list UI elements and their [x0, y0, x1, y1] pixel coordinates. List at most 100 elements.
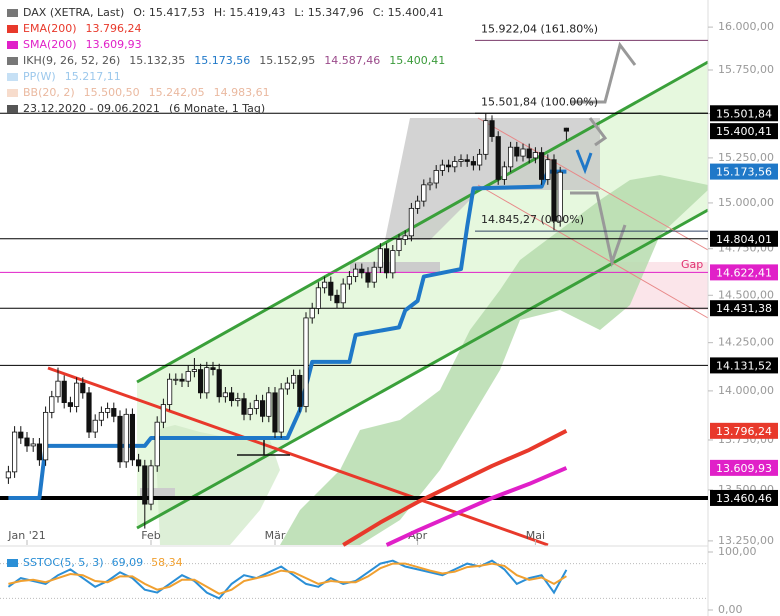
legend-text: (6 Monate, 1 Tag) — [169, 102, 265, 115]
candle-body — [346, 276, 353, 285]
gap-label: Gap — [681, 258, 703, 271]
y-tick-label: 14.000,00 — [718, 384, 774, 397]
candle-body — [142, 465, 148, 505]
candle-body — [18, 431, 24, 439]
legend-marker — [7, 89, 18, 97]
candle-body — [235, 398, 241, 402]
legend-text: 13.796,24 — [86, 22, 142, 35]
candle-body — [452, 161, 458, 168]
legend-text: 14.983,61 — [214, 86, 270, 99]
candle-body — [222, 392, 228, 398]
level-label-box — [710, 123, 778, 140]
candle-body — [458, 159, 464, 162]
y-tick-label: 15.000,00 — [718, 196, 774, 209]
candle-body — [148, 465, 154, 505]
candle-body — [526, 148, 532, 159]
candle-body — [247, 408, 253, 415]
ichimoku-cloud — [280, 175, 708, 545]
candle-body — [166, 378, 173, 405]
candle-body — [464, 159, 470, 162]
candle-body — [551, 159, 557, 222]
candle-body — [43, 411, 49, 461]
level-label-box — [710, 264, 778, 281]
indicator-line — [342, 429, 568, 547]
legend-text: 23.12.2020 - 09.06.2021 — [23, 102, 160, 115]
candle-body — [191, 369, 197, 372]
legend-text: L: 15.347,96 — [294, 6, 363, 19]
level-label-box — [710, 105, 778, 122]
candle-body — [545, 159, 551, 180]
candle-body — [414, 200, 421, 209]
candle-body — [197, 369, 204, 394]
candle-body — [371, 266, 377, 283]
candle-body — [483, 120, 489, 155]
legend-marker — [7, 9, 18, 17]
fib-label: 15.501,84 (100.00%) — [481, 95, 598, 108]
candle-body — [278, 388, 284, 433]
labels: 15.922,04 (161.80%) 15.501,84 (100.00%) 14… — [7, 6, 778, 569]
legend-text: IKH(9, 26, 52, 26) — [23, 54, 120, 67]
candle-body — [315, 287, 322, 309]
candle-body — [383, 248, 390, 274]
candle-body — [501, 166, 508, 180]
legend-text: EMA(200) — [23, 22, 77, 35]
candle-body — [365, 272, 371, 283]
trend-line — [477, 184, 709, 319]
level-label-box — [710, 230, 778, 247]
candle-body — [532, 152, 539, 159]
level-label-box — [710, 163, 778, 180]
legend-text: 15.132,35 — [129, 54, 185, 67]
indicator-line — [8, 169, 567, 500]
legend-text: 13.609,93 — [86, 38, 142, 51]
trend-line — [47, 366, 549, 547]
legend-text: 15.242,05 — [149, 86, 205, 99]
candle-body — [272, 392, 278, 433]
legend-text: DAX (XETRA, Last) — [23, 6, 124, 19]
fib-label: 15.922,04 (161.80%) — [481, 22, 598, 35]
fib-label: 14.845,27 (0.00%) — [481, 213, 584, 226]
candle-body — [470, 161, 477, 166]
legend-marker — [7, 559, 18, 567]
candle-body — [408, 207, 415, 237]
candle-body — [433, 170, 439, 184]
legend-marker — [7, 57, 18, 65]
trend-line — [136, 60, 709, 384]
projection-arrow — [588, 117, 608, 147]
level-label-box — [710, 357, 778, 374]
x-tick-label: Feb — [141, 529, 160, 542]
y-tick-label: 16.000,00 — [718, 20, 774, 33]
candle-body — [105, 408, 111, 413]
candle-body — [390, 250, 396, 274]
legend-text: 15.217,11 — [65, 70, 121, 83]
candle-body — [55, 380, 61, 398]
candle-body — [266, 392, 272, 417]
level-label-box — [710, 489, 778, 506]
candle-body — [421, 184, 427, 202]
x-tick-label: Mai — [526, 529, 545, 542]
candle-body — [98, 411, 104, 421]
y-tick-label: 100,00 — [718, 545, 757, 558]
candle-body — [507, 146, 514, 168]
legend-text: 14.587,46 — [324, 54, 380, 67]
candle-body — [135, 459, 142, 467]
candle-body — [359, 268, 365, 274]
candle-body — [396, 239, 402, 251]
legend-text: BB(20, 2) — [23, 86, 75, 99]
candle-body — [439, 164, 446, 171]
candle-body — [123, 413, 129, 463]
y-tick-label: 14.500,00 — [718, 288, 774, 301]
candle-body — [489, 120, 495, 137]
candle-body — [154, 421, 160, 467]
candle-body — [340, 283, 346, 304]
candle-body — [495, 136, 501, 180]
trend-line — [477, 117, 709, 251]
stoch-label: SSTOC(5, 5, 3) — [23, 556, 104, 569]
level-label: 13.609,93 — [716, 462, 772, 475]
legend-text: 15.152,95 — [259, 54, 315, 67]
indicator-line — [385, 466, 568, 547]
x-tick-label: Mär — [265, 529, 286, 542]
candle-body — [321, 281, 328, 289]
candle-body — [49, 396, 55, 413]
candle-body — [80, 382, 86, 394]
